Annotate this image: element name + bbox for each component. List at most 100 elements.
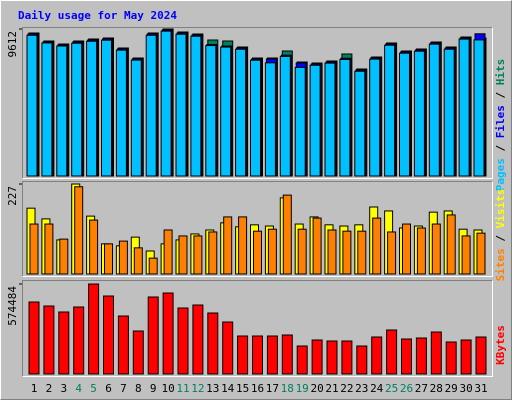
legend: KBytes xyxy=(494,325,507,365)
bar xyxy=(386,329,398,375)
x-tick-label: 16 xyxy=(251,382,264,395)
bar xyxy=(267,228,277,275)
x-tick-label: 20 xyxy=(310,382,323,395)
bar xyxy=(311,339,323,375)
bar xyxy=(175,33,187,177)
bar xyxy=(145,34,157,177)
bar xyxy=(475,336,487,375)
bar xyxy=(387,231,397,275)
x-tick-label: 14 xyxy=(221,382,235,395)
bar xyxy=(327,229,337,275)
x-tick-label: 27 xyxy=(415,382,428,395)
bar xyxy=(371,336,383,375)
bar xyxy=(208,231,218,275)
x-tick-label: 12 xyxy=(191,382,204,395)
x-tick-label: 30 xyxy=(459,382,472,395)
bar xyxy=(369,58,381,177)
bar xyxy=(130,59,142,177)
x-tick-label: 4 xyxy=(75,382,82,395)
bar xyxy=(41,42,53,177)
bar xyxy=(446,214,456,275)
bar xyxy=(43,305,55,375)
y-tick-label: 227 xyxy=(6,186,19,206)
x-tick-label: 19 xyxy=(296,382,309,395)
x-tick-label: 10 xyxy=(161,382,174,395)
bar xyxy=(253,230,262,275)
x-tick-label: 1 xyxy=(31,382,38,395)
bar xyxy=(341,340,353,375)
bar xyxy=(443,48,455,177)
legend-entry: Files xyxy=(494,105,507,138)
bar xyxy=(309,64,321,177)
legend-entry: Pages xyxy=(494,158,507,191)
bar xyxy=(101,39,112,177)
bar xyxy=(73,306,85,375)
bar xyxy=(461,235,471,275)
bar xyxy=(44,223,54,275)
bar xyxy=(59,238,69,275)
bar xyxy=(74,186,84,275)
bar xyxy=(58,311,70,375)
x-tick-label: 6 xyxy=(105,382,112,395)
panel-border-dark xyxy=(22,280,493,377)
panel-border-light xyxy=(22,280,493,377)
y-tick-label: 9612 xyxy=(6,31,19,58)
x-tick-label: 11 xyxy=(176,382,189,395)
bar xyxy=(118,240,128,275)
bar xyxy=(250,59,261,177)
bar xyxy=(356,345,368,375)
x-tick-label: 31 xyxy=(474,382,487,395)
x-tick-label: 13 xyxy=(206,382,219,395)
bar xyxy=(163,229,173,275)
y-tick-label: 574484 xyxy=(6,286,19,326)
bar xyxy=(416,227,426,275)
bar xyxy=(324,62,336,177)
x-tick-label: 21 xyxy=(325,382,338,395)
bar xyxy=(445,341,457,375)
x-tick-label: 7 xyxy=(120,382,127,395)
bar xyxy=(460,339,472,375)
bar xyxy=(86,40,98,177)
bar xyxy=(192,304,204,375)
bar xyxy=(342,230,352,275)
bar xyxy=(296,345,308,375)
bar xyxy=(312,217,322,275)
bar xyxy=(223,216,233,275)
bar xyxy=(117,315,129,375)
bar xyxy=(205,45,217,177)
bar xyxy=(115,49,127,177)
bar xyxy=(238,216,248,275)
legend-entry: Sites xyxy=(494,248,507,281)
bar xyxy=(104,243,113,275)
bar xyxy=(178,235,188,275)
legend-separator: / xyxy=(494,85,507,105)
bar xyxy=(281,334,293,375)
x-tick-label: 2 xyxy=(46,382,53,395)
x-tick-label: 25 xyxy=(385,382,398,395)
legend: Sites / Visits xyxy=(494,189,507,282)
x-tick-label: 26 xyxy=(400,382,413,395)
bar xyxy=(222,321,234,375)
bar xyxy=(279,55,291,177)
bar xyxy=(193,235,203,275)
panel-border-dark xyxy=(22,181,493,277)
bar xyxy=(162,292,174,375)
x-tick-label: 9 xyxy=(150,382,157,395)
panel-border-dark xyxy=(22,27,493,179)
bar xyxy=(89,219,99,275)
x-tick-label: 8 xyxy=(135,382,142,395)
x-tick-label: 22 xyxy=(340,382,353,395)
bar xyxy=(401,338,412,375)
bar xyxy=(297,228,307,275)
bar xyxy=(326,340,338,375)
bar xyxy=(235,48,247,177)
legend-separator: / xyxy=(494,228,507,248)
bar xyxy=(402,223,411,275)
bar xyxy=(28,301,40,375)
bar xyxy=(431,223,441,275)
legend-entry: Visits xyxy=(494,189,507,229)
bar xyxy=(237,335,249,375)
x-tick-label: 5 xyxy=(90,382,97,395)
